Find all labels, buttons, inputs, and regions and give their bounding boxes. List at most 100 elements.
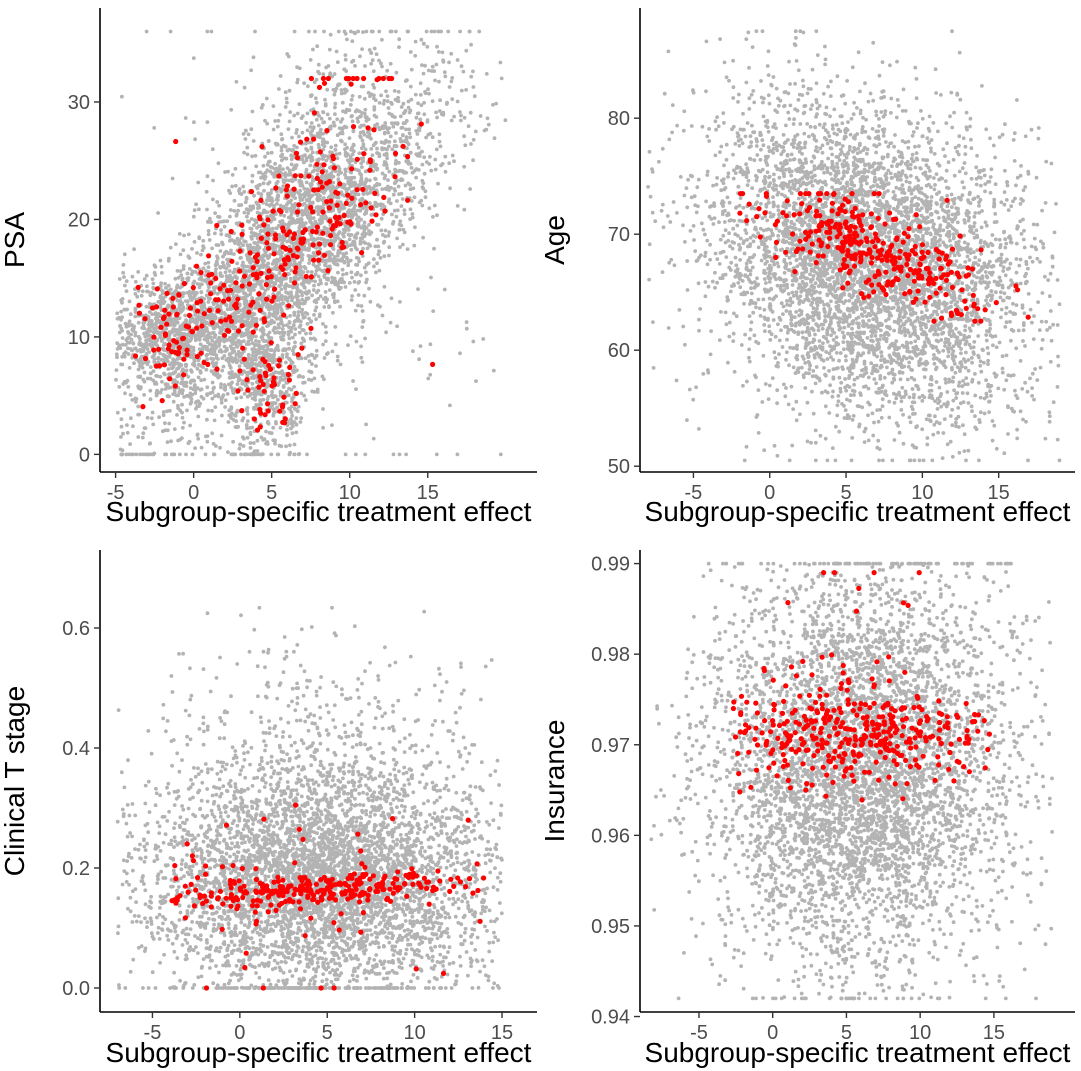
background-point — [284, 444, 288, 448]
background-point — [443, 70, 447, 74]
background-point — [344, 170, 348, 174]
background-point — [432, 69, 436, 73]
background-point — [204, 327, 208, 331]
background-point — [290, 136, 294, 140]
background-point — [176, 269, 180, 273]
background-point — [301, 337, 305, 341]
background-point — [238, 187, 242, 191]
background-point — [114, 378, 118, 382]
background-point — [182, 344, 186, 348]
background-point — [333, 93, 337, 97]
background-point — [383, 235, 387, 239]
background-point — [486, 116, 490, 120]
background-point — [246, 153, 250, 157]
background-point — [239, 453, 243, 457]
background-point — [254, 339, 258, 343]
background-point — [305, 297, 309, 301]
background-point — [180, 411, 184, 415]
background-point — [139, 385, 143, 389]
background-point — [246, 326, 250, 330]
background-point — [288, 171, 292, 175]
background-point — [392, 193, 396, 197]
background-point — [212, 364, 216, 368]
background-point — [336, 263, 340, 267]
background-point — [195, 322, 199, 326]
background-point — [283, 297, 287, 301]
background-point — [341, 233, 345, 237]
background-point — [254, 233, 258, 237]
background-point — [313, 356, 317, 360]
background-point — [387, 200, 391, 204]
background-point — [149, 397, 153, 401]
background-point — [224, 323, 228, 327]
background-point — [181, 381, 185, 385]
background-point — [362, 142, 366, 146]
background-point — [231, 440, 235, 444]
background-point — [219, 232, 223, 236]
background-point — [309, 320, 313, 324]
background-point — [309, 125, 313, 129]
background-point — [374, 245, 378, 249]
background-point — [125, 289, 129, 293]
background-point — [377, 152, 381, 156]
background-point — [414, 40, 418, 44]
background-point — [317, 263, 321, 267]
background-point — [272, 104, 276, 108]
background-point — [499, 453, 503, 457]
background-point — [182, 234, 186, 238]
background-point — [410, 199, 414, 203]
background-point — [170, 361, 174, 365]
background-point — [380, 187, 384, 191]
background-point — [363, 64, 367, 68]
background-point — [131, 275, 135, 279]
background-point — [125, 279, 129, 283]
background-point — [241, 185, 245, 189]
background-point — [245, 423, 249, 427]
background-point — [317, 124, 321, 128]
background-point — [215, 200, 219, 204]
background-point — [471, 70, 475, 74]
background-point — [406, 30, 410, 34]
background-point — [389, 321, 393, 325]
background-point — [297, 452, 301, 456]
background-point — [450, 80, 454, 84]
background-point — [206, 434, 210, 438]
background-point — [434, 111, 438, 115]
background-point — [211, 147, 215, 151]
background-point — [297, 226, 301, 230]
background-point — [280, 219, 284, 223]
background-point — [380, 217, 384, 221]
background-point — [204, 368, 208, 372]
background-point — [229, 345, 233, 349]
background-point — [220, 369, 224, 373]
background-point — [424, 136, 428, 140]
background-point — [409, 85, 413, 89]
background-point — [120, 453, 124, 457]
background-point — [303, 153, 307, 157]
background-point — [288, 453, 292, 457]
background-point — [413, 225, 417, 229]
background-point — [244, 137, 248, 141]
background-point — [465, 320, 469, 324]
background-point — [402, 102, 406, 106]
background-point — [159, 259, 163, 263]
background-point — [310, 370, 314, 374]
background-point — [471, 158, 475, 162]
background-point — [312, 288, 316, 292]
background-point — [325, 227, 329, 231]
background-point — [210, 397, 214, 401]
background-point — [396, 122, 400, 126]
background-point — [441, 51, 445, 55]
background-point — [121, 297, 125, 301]
background-point — [315, 101, 319, 105]
background-point — [408, 111, 412, 115]
background-point — [235, 214, 239, 218]
background-point — [169, 30, 173, 34]
background-point — [327, 173, 331, 177]
background-point — [307, 378, 311, 382]
background-point — [226, 392, 230, 396]
background-point — [374, 271, 378, 275]
background-point — [393, 115, 397, 119]
background-point — [178, 232, 182, 236]
background-point — [314, 96, 318, 100]
